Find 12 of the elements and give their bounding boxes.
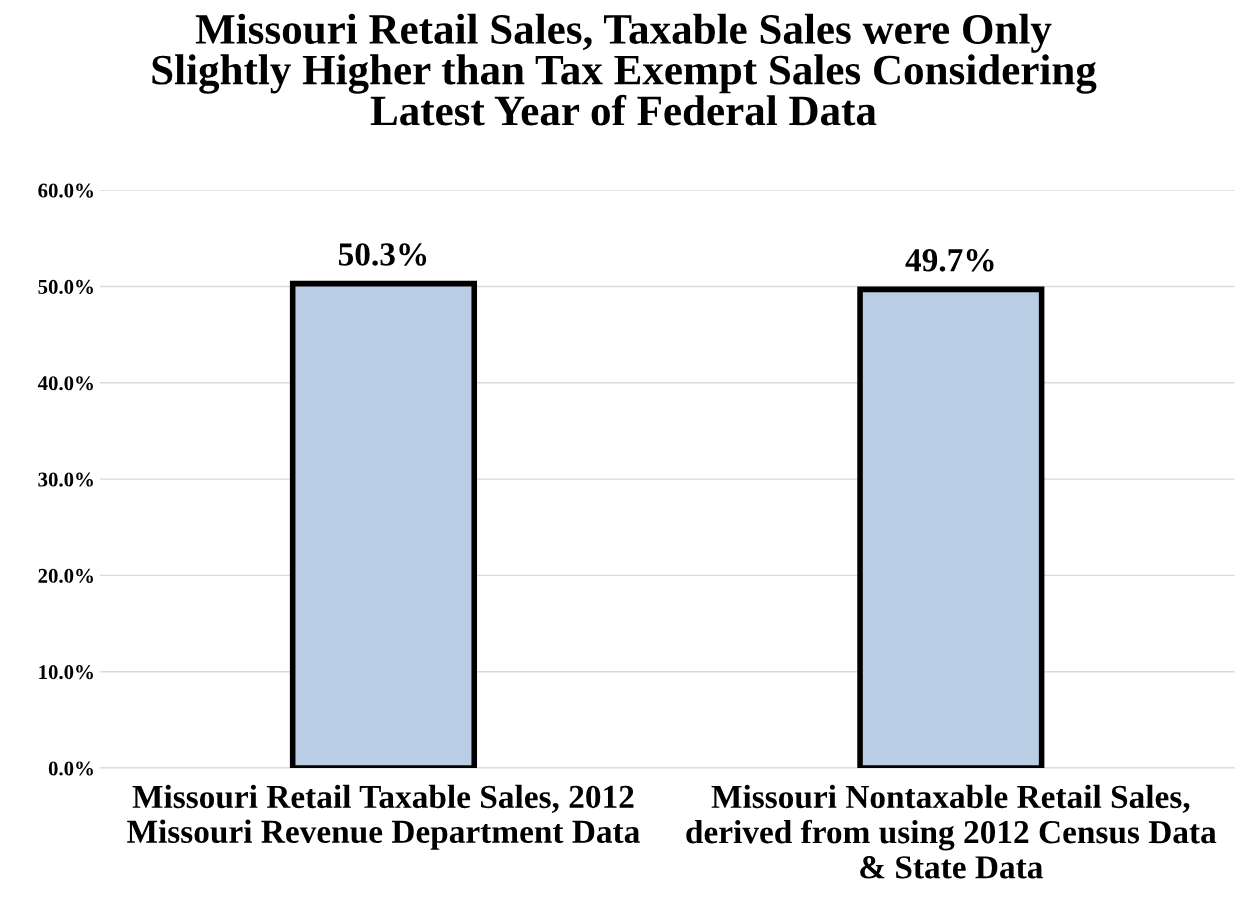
y-tick-label: 30.0% — [38, 472, 93, 487]
y-tick-label: 50.0% — [38, 279, 93, 295]
y-tick-label: 10.0% — [39, 665, 93, 680]
y-tick-label: 20.0% — [38, 568, 93, 583]
data-label: 49.7% — [905, 249, 994, 272]
y-tick-label: 40.0% — [37, 376, 93, 391]
y-tick-label: 60.0% — [38, 183, 93, 198]
chart-title: Missouri Retail Sales, Taxable Sales were Only Slightly Higher than Tax Exempt Sales Considering Latest Year of Federal Data — [152, 13, 1097, 126]
data-label: 50.3% — [338, 243, 427, 266]
y-tick-label: 0.0% — [48, 761, 93, 776]
x-tick-label: Missouri Nontaxable Retail Sales, derived from using 2012 Census Data & State Data — [686, 784, 1217, 879]
x-tick-label: Missouri Retail Taxable Sales, 2012 Missouri Revenue Department Data — [127, 784, 640, 850]
